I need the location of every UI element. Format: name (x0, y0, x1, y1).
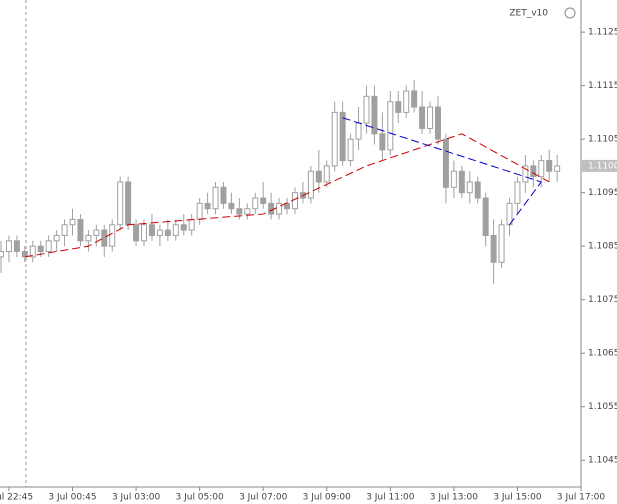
candle-body (0, 251, 4, 258)
candle-body (5, 240, 12, 253)
candle-body (450, 170, 457, 188)
y-tick-label: 1.1085 (588, 242, 617, 252)
candle-body (514, 181, 521, 204)
overlay-line (342, 117, 542, 183)
candle-body (331, 111, 338, 167)
y-tick-label: 1.1055 (588, 402, 617, 412)
candle-body (498, 224, 505, 263)
candle-body (188, 218, 195, 231)
candle-body (29, 245, 36, 258)
y-tick-label: 1.1075 (588, 295, 617, 305)
overlay-line (509, 181, 542, 226)
candle-body (172, 224, 179, 236)
overlay-line (24, 133, 550, 258)
candle-body (395, 101, 402, 113)
candle-body (458, 170, 465, 194)
candle-body (538, 160, 545, 178)
candle-body (228, 202, 235, 210)
candle-body (387, 101, 394, 151)
candle-body (554, 165, 561, 172)
y-tick-label: 1.1115 (588, 81, 617, 91)
x-tick-label: 3 Jul 09:00 (303, 493, 352, 503)
candle-body (77, 218, 84, 242)
candle-body (141, 224, 148, 242)
y-tick-label: 1.1105 (588, 135, 617, 145)
candle-body (347, 138, 354, 162)
y-tick-label: 1.1045 (588, 456, 617, 466)
x-tick-label: 3 Jul 17:00 (557, 493, 606, 503)
candle-body (371, 95, 378, 135)
candle-body (21, 251, 28, 258)
candle-body (315, 170, 322, 183)
candle-body (276, 202, 283, 215)
candle-body (101, 229, 108, 247)
candle-body (355, 122, 362, 140)
candle-body (37, 245, 44, 253)
candle-body (196, 202, 203, 220)
candle-body (411, 90, 418, 108)
x-tick-label: 3 Jul 07:00 (239, 493, 288, 503)
candle-body (323, 165, 330, 183)
x-tick-label: 3 Jul 00:45 (48, 493, 96, 503)
smiley-icon (564, 7, 576, 19)
candle-body (156, 229, 163, 236)
y-tick-label: 1.1095 (588, 188, 617, 198)
candle-body (236, 208, 243, 215)
candle-body (466, 181, 473, 194)
current-price-label: 1.1100 (588, 161, 617, 171)
candle-body (61, 224, 68, 236)
y-tick-label: 1.1125 (588, 28, 617, 38)
candle-body (522, 165, 529, 183)
candle-body (260, 197, 267, 204)
candle-body (482, 197, 489, 236)
candle-body (490, 234, 497, 263)
candle-body (133, 224, 140, 242)
x-tick-label: 3 Jul 03:00 (112, 493, 161, 503)
candle-body (212, 186, 219, 210)
candle-body (109, 224, 116, 247)
candle-body (379, 133, 386, 151)
x-tick-label: 3 Jul 13:00 (430, 493, 479, 503)
y-tick-label: 1.1065 (588, 349, 617, 359)
candle-body (403, 90, 410, 113)
candle-body (546, 160, 553, 172)
candle-body (252, 197, 259, 210)
x-tick-label: 3 Jul 15:00 (493, 493, 542, 503)
candle-body (506, 202, 513, 226)
x-tick-label: 3 Jul 05:00 (176, 493, 225, 503)
candle-body (339, 111, 346, 162)
candle-body (85, 234, 92, 242)
candle-body (474, 181, 481, 199)
candle-body (427, 106, 434, 129)
candle-body (180, 224, 187, 231)
candle-body (53, 234, 60, 242)
candle-body (204, 202, 211, 210)
candle-body (442, 138, 449, 188)
candle-body (125, 181, 132, 226)
indicator-label: ZET_v10 (509, 9, 548, 19)
candle-body (244, 208, 251, 215)
candle-body (148, 224, 155, 236)
candle-body (93, 229, 100, 236)
candle-body (164, 229, 171, 236)
candle-body (268, 202, 275, 215)
candle-body (45, 240, 52, 253)
x-tick-label: 2 Jul 22:45 (0, 493, 33, 503)
candle-body (419, 106, 426, 129)
x-tick-label: 3 Jul 11:00 (366, 493, 415, 503)
candle-body (291, 192, 298, 210)
candle-body (530, 165, 537, 178)
candle-body (434, 106, 441, 140)
candle-body (117, 181, 124, 226)
candle-body (220, 186, 227, 204)
current-price-box (582, 159, 617, 172)
candle-body (13, 240, 20, 253)
candle-body (69, 218, 76, 226)
candle-body (307, 170, 314, 199)
candle-body (363, 95, 370, 124)
